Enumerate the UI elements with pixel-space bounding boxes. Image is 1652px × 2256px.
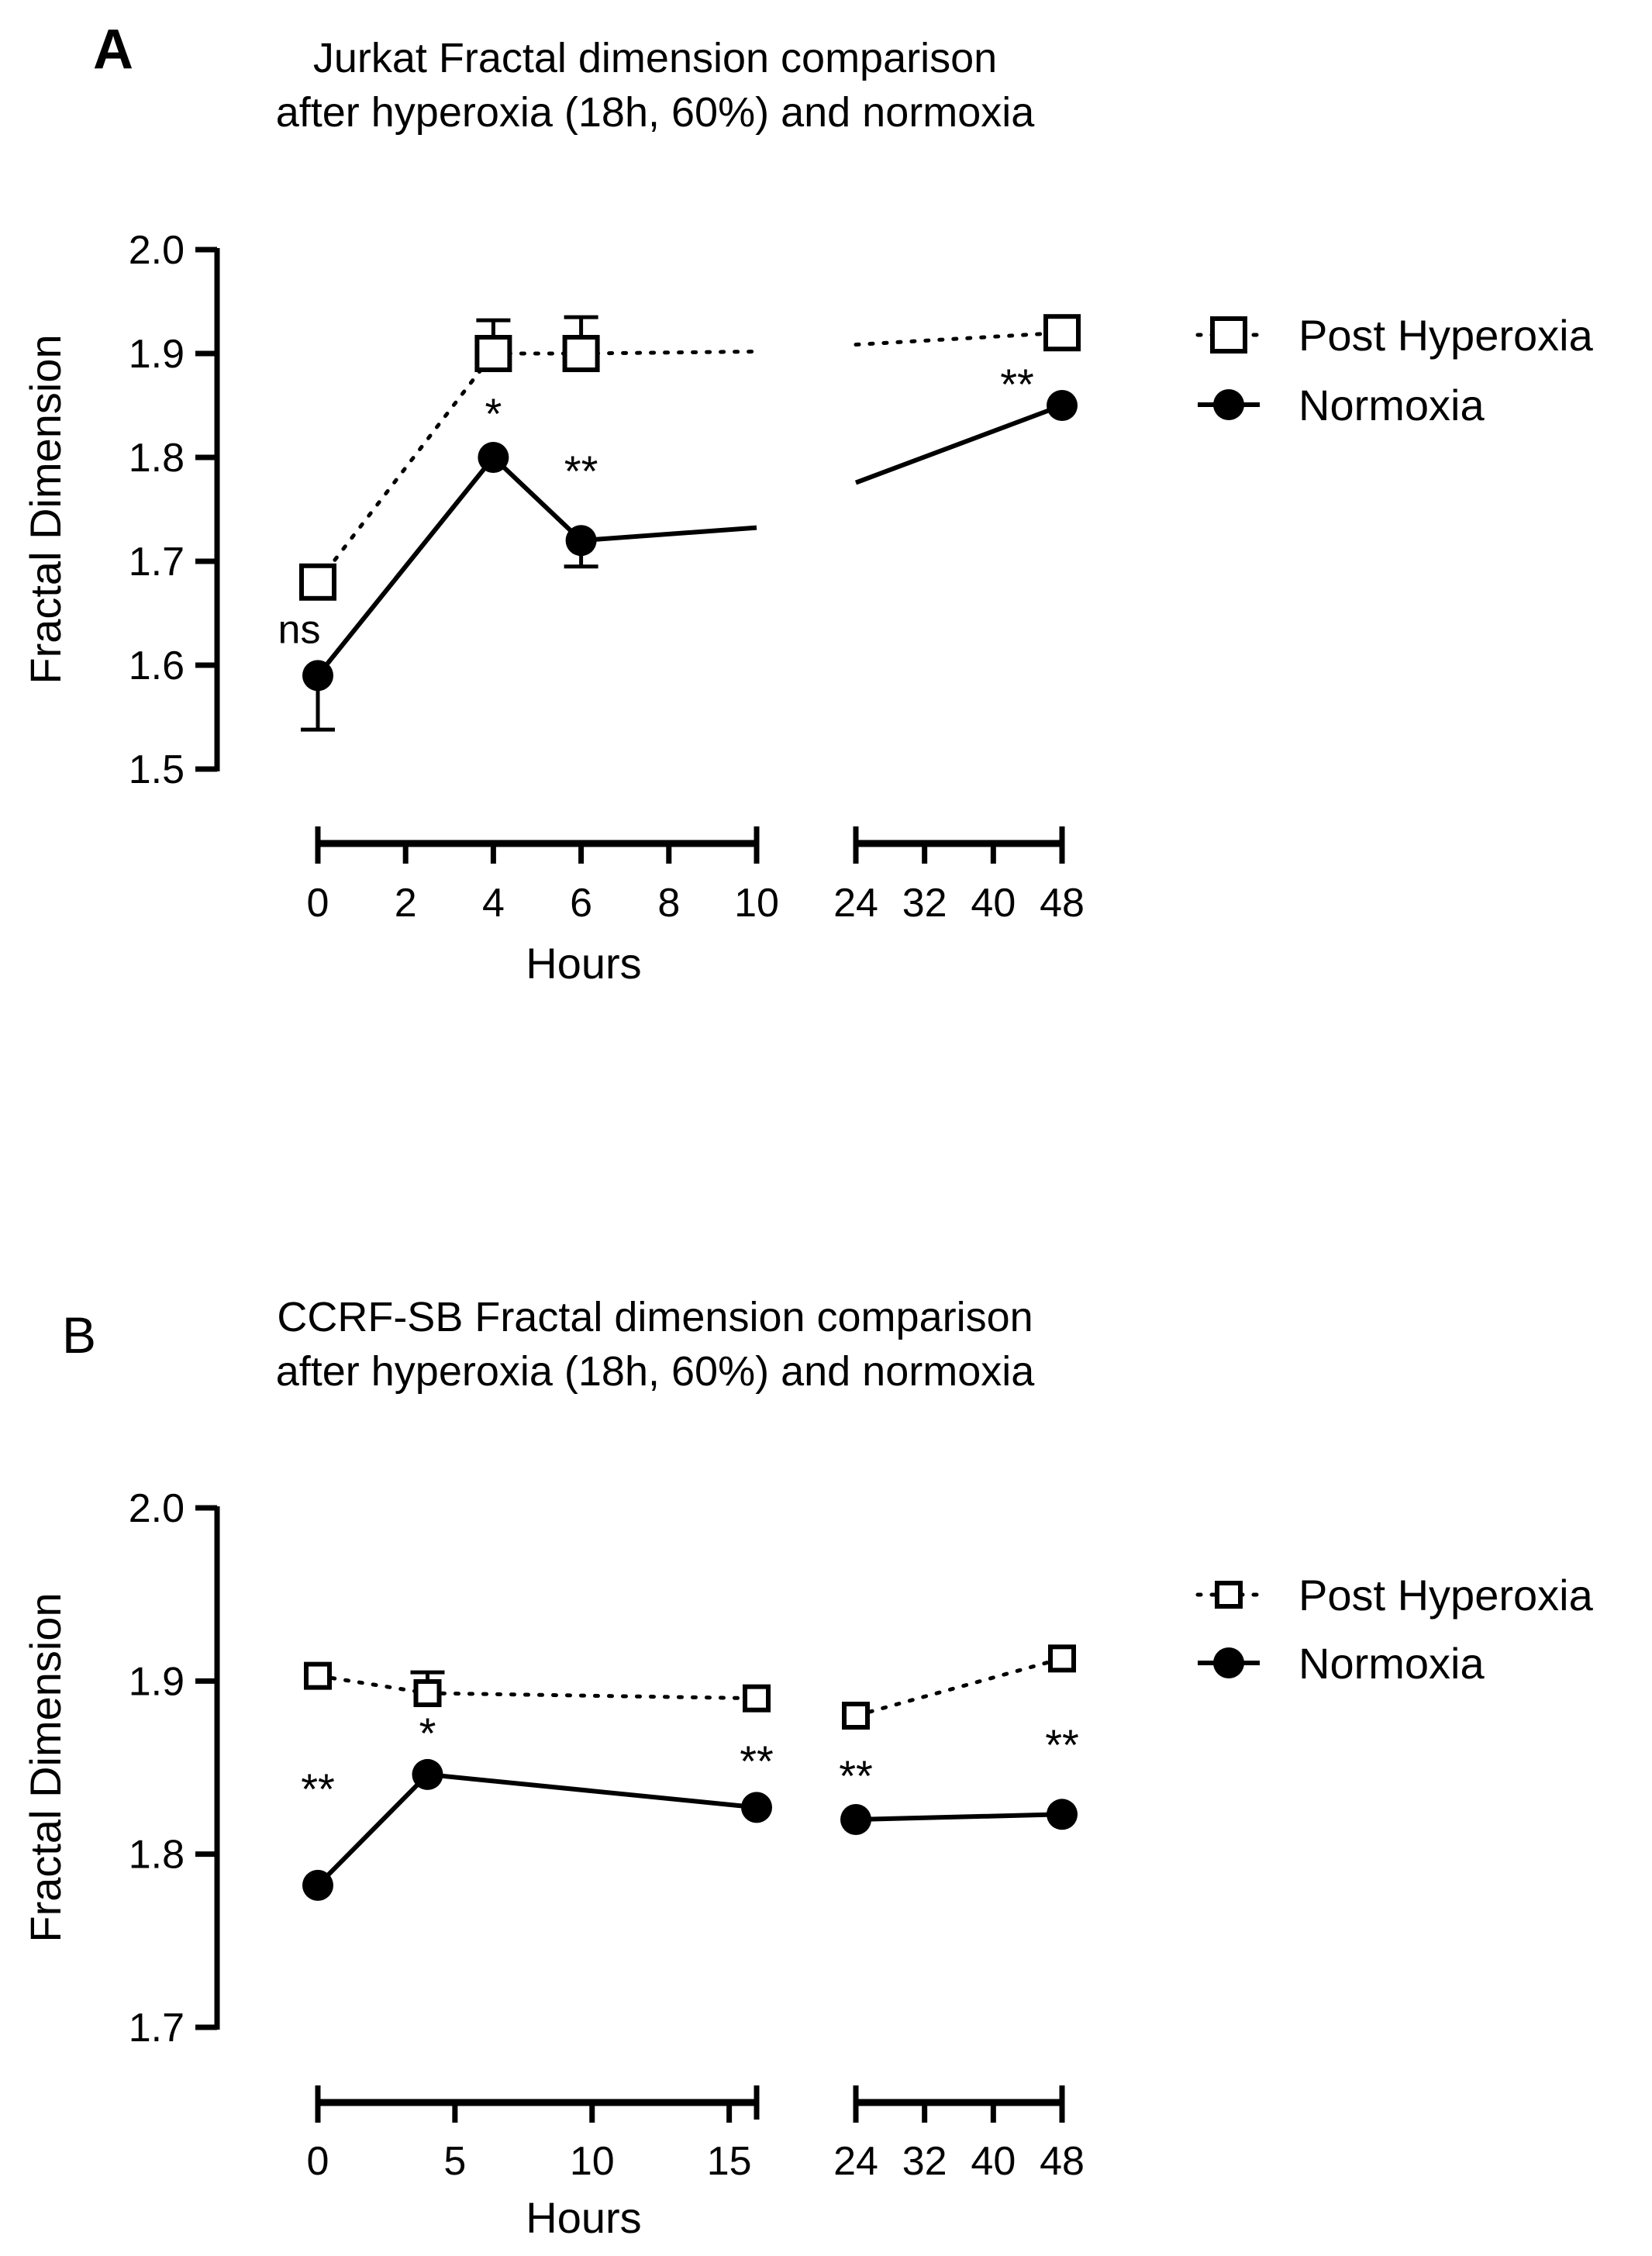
- y-tick-label: 1.8: [129, 436, 185, 481]
- data-point-post-hyperoxia: [743, 1684, 771, 1713]
- series-line: [426, 1691, 759, 1701]
- chart-title: CCRF-SB Fractal dimension comparison: [277, 1294, 1033, 1340]
- x-tick-label: 4: [482, 881, 505, 926]
- legend-marker-post-hyperoxia: [1215, 1581, 1243, 1609]
- series-line: [854, 330, 1064, 347]
- data-point-normoxia: [565, 525, 597, 557]
- legend-marker-normoxia: [1213, 1647, 1244, 1678]
- y-tick-label: 2.0: [129, 228, 185, 273]
- legend-label-post-hyperoxia: Post Hyperoxia: [1298, 1571, 1594, 1620]
- data-point-post-hyperoxia: [299, 563, 336, 601]
- chart-b-svg: B CCRF-SB Fractal dimension comparison aft…: [21, 1294, 1594, 2242]
- series-line: [316, 1772, 429, 1887]
- x-tick-label: 8: [657, 881, 680, 926]
- significance-label: **: [1045, 1720, 1079, 1769]
- x-tick-label: 0: [307, 2139, 329, 2184]
- data-point-post-hyperoxia: [413, 1678, 442, 1707]
- series-line: [854, 403, 1064, 485]
- data-point-post-hyperoxia: [1043, 314, 1081, 352]
- panel-label: A: [93, 19, 133, 81]
- chart-panel-a: A Jurkat Fractal dimension comparison afte…: [21, 19, 1594, 988]
- data-point-normoxia: [1047, 1799, 1078, 1830]
- x-tick-label: 5: [443, 2139, 466, 2184]
- significance-label: **: [740, 1737, 774, 1785]
- legend-label-post-hyperoxia: Post Hyperoxia: [1298, 311, 1594, 360]
- legend-marker-post-hyperoxia: [1210, 316, 1247, 354]
- y-axis-label: Fractal Dimension: [21, 334, 70, 684]
- y-tick-label: 1.5: [129, 747, 185, 792]
- series-line: [316, 351, 495, 585]
- y-tick-label: 1.6: [129, 643, 185, 688]
- data-point-post-hyperoxia: [1048, 1644, 1076, 1673]
- legend-label-normoxia: Normoxia: [1298, 381, 1485, 429]
- y-tick-label: 1.7: [129, 540, 185, 585]
- x-tick-label: 24: [833, 2139, 878, 2184]
- data-point-normoxia: [840, 1804, 871, 1835]
- chart-panel-b: B CCRF-SB Fractal dimension comparison aft…: [0, 1128, 1652, 2256]
- data-point-post-hyperoxia: [562, 335, 600, 372]
- chart-subtitle: after hyperoxia (18h, 60%) and normoxia: [276, 1348, 1036, 1395]
- x-tick-label: 32: [902, 881, 947, 926]
- significance-label: ns: [278, 607, 321, 652]
- data-point-normoxia: [302, 660, 333, 692]
- series-line: [316, 456, 495, 678]
- data-point-normoxia: [412, 1758, 443, 1790]
- series-line: [581, 525, 757, 543]
- series-line: [854, 1656, 1064, 1718]
- data-point-normoxia: [478, 442, 509, 473]
- data-point-normoxia: [302, 1869, 333, 1901]
- significance-label: **: [564, 447, 598, 495]
- y-tick-label: 1.8: [129, 1833, 185, 1878]
- y-tick-label: 1.7: [129, 2006, 185, 2051]
- x-tick-label: 15: [707, 2139, 752, 2184]
- chart-title: Jurkat Fractal dimension comparison: [313, 35, 997, 81]
- significance-label: *: [419, 1709, 436, 1758]
- x-tick-label: 6: [570, 881, 592, 926]
- x-tick-label: 24: [833, 881, 878, 926]
- x-tick-label: 40: [971, 881, 1016, 926]
- legend-marker-normoxia: [1213, 389, 1244, 420]
- y-axis-label: Fractal Dimension: [21, 1592, 70, 1942]
- series-line: [427, 1771, 757, 1810]
- y-tick-label: 1.9: [129, 332, 185, 377]
- chart-subtitle: after hyperoxia (18h, 60%) and normoxia: [276, 89, 1036, 136]
- x-tick-label: 0: [307, 881, 329, 926]
- panel-label: B: [62, 1306, 96, 1364]
- data-point-post-hyperoxia: [474, 335, 512, 372]
- data-point-normoxia: [741, 1792, 772, 1823]
- chart-a-svg: A Jurkat Fractal dimension comparison afte…: [21, 19, 1594, 988]
- x-tick-label: 2: [395, 881, 417, 926]
- series-line: [855, 1812, 1063, 1822]
- x-tick-label: 10: [570, 2139, 615, 2184]
- significance-label: **: [839, 1751, 873, 1800]
- significance-label: **: [1000, 360, 1034, 409]
- x-tick-label: 48: [1040, 2139, 1085, 2184]
- data-point-normoxia: [1047, 390, 1078, 421]
- series-line: [316, 1674, 429, 1695]
- x-tick-label: 48: [1040, 881, 1085, 926]
- significance-label: **: [301, 1764, 335, 1813]
- x-tick-label: 10: [734, 881, 779, 926]
- series-line: [579, 349, 759, 356]
- data-point-post-hyperoxia: [842, 1702, 870, 1730]
- data-point-post-hyperoxia: [304, 1661, 332, 1690]
- x-tick-label: 40: [971, 2139, 1016, 2184]
- legend-label-normoxia: Normoxia: [1298, 1639, 1485, 1688]
- significance-label: *: [485, 389, 502, 438]
- y-tick-label: 2.0: [129, 1486, 185, 1531]
- x-axis-label: Hours: [526, 939, 641, 988]
- y-tick-label: 1.9: [129, 1659, 185, 1704]
- x-tick-label: 32: [902, 2139, 947, 2184]
- x-axis-label: Hours: [526, 2193, 641, 2242]
- series-line: [491, 455, 583, 543]
